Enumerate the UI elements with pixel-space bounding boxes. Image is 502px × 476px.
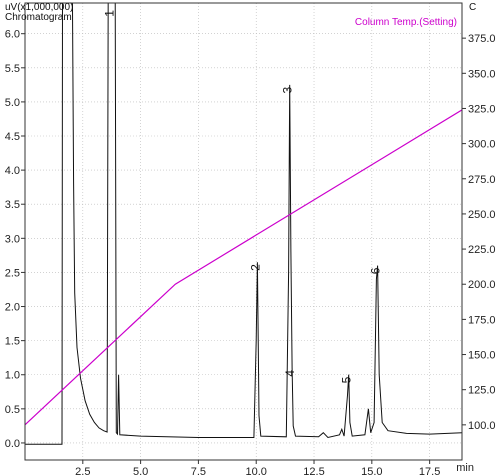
x-tick-label: 17.5 <box>419 466 440 476</box>
peak-label-2: 2 <box>248 264 262 271</box>
x-tick-label: 15.0 <box>361 466 382 476</box>
peak-label-4: 4 <box>283 370 297 377</box>
y2-tick-label: 225.0 <box>468 244 496 256</box>
y-tick-label: 1.5 <box>5 336 20 348</box>
y2-tick-label: 350.0 <box>468 68 496 80</box>
y2-unit-label: C <box>469 2 476 13</box>
y2-tick-label: 375.0 <box>468 33 496 45</box>
y-tick-label: 4.0 <box>5 165 20 177</box>
chart-title: Chromatogram <box>5 12 72 23</box>
column-temp-line <box>25 109 462 426</box>
x-unit-label: min <box>456 462 474 474</box>
y2-tick-label: 275.0 <box>468 174 496 186</box>
y-tick-label: 5.5 <box>5 63 20 75</box>
x-tick-label: 10.0 <box>246 466 267 476</box>
grid <box>25 3 462 460</box>
plot-frame <box>24 2 463 461</box>
y-tick-label: 5.0 <box>5 97 20 109</box>
y-tick-label: 6.0 <box>5 29 20 41</box>
peak-label-1: 1 <box>103 10 117 17</box>
y-tick-label: 3.5 <box>5 199 20 211</box>
y-tick-label: 2.0 <box>5 302 20 314</box>
peak-label-6: 6 <box>369 267 383 274</box>
y-tick-label: 3.0 <box>5 233 20 245</box>
y2-tick-label: 150.0 <box>468 350 496 362</box>
x-tick-label: 5.0 <box>133 466 148 476</box>
peak-label-5: 5 <box>340 376 354 383</box>
y2-tick-label: 175.0 <box>468 314 496 326</box>
chromatogram-trace <box>25 3 462 445</box>
y2-tick-label: 125.0 <box>468 385 496 397</box>
y-tick-label: 1.0 <box>5 370 20 382</box>
y2-tick-label: 325.0 <box>468 103 496 115</box>
x-tick-label: 12.5 <box>303 466 324 476</box>
peak-label-3: 3 <box>281 87 295 94</box>
x-tick-label: 7.5 <box>191 466 206 476</box>
x-tick-label: 2.5 <box>75 466 90 476</box>
y-tick-label: 0.5 <box>5 404 20 416</box>
y-tick-label: 0.0 <box>5 438 20 450</box>
y2-tick-label: 200.0 <box>468 279 496 291</box>
y-tick-label: 4.5 <box>5 131 20 143</box>
plot-area: 1 2 3 4 5 6 <box>25 3 462 445</box>
axes: 2.5 5.0 7.5 10.0 12.5 15.0 17.50.00.51.01.52.0… <box>5 2 496 476</box>
y2-tick-label: 300.0 <box>468 139 496 151</box>
y2-tick-label: 250.0 <box>468 209 496 221</box>
y2-tick-label: 100.0 <box>468 420 496 432</box>
legend-column-temp: Column Temp.(Setting) <box>355 17 457 28</box>
y-unit-label: uV(x1,000,000) <box>5 2 73 13</box>
y-tick-label: 2.5 <box>5 267 20 279</box>
